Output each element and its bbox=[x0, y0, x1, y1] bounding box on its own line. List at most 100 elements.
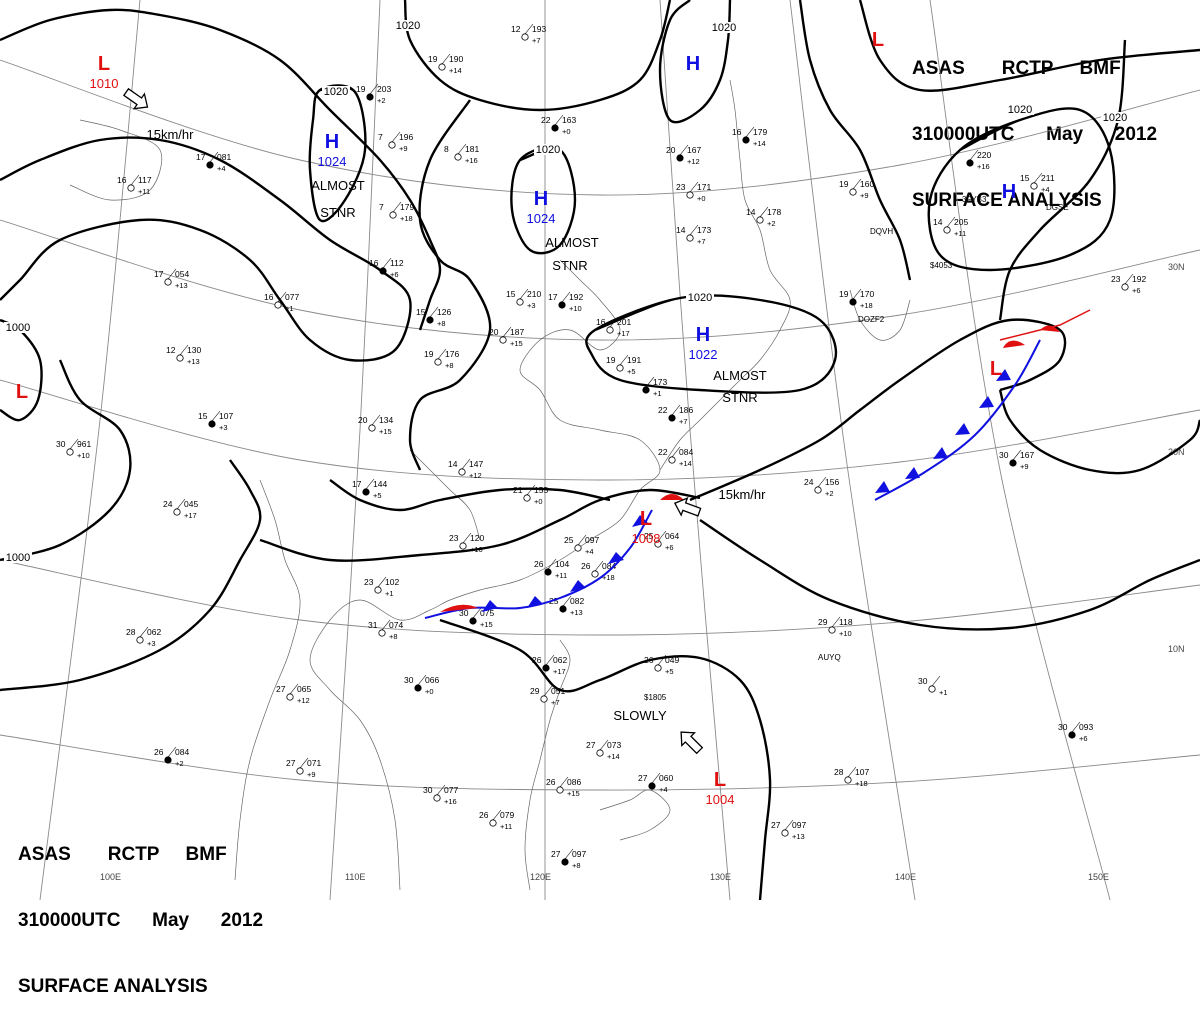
wind-barb-icon bbox=[831, 616, 841, 628]
station-tendency: +14 bbox=[607, 752, 620, 761]
isobar-label-bg bbox=[534, 144, 562, 155]
station-model: 19 203 +2 bbox=[356, 83, 391, 105]
cold-front-triangle-icon bbox=[979, 396, 994, 408]
annotation-text: ALMOST bbox=[545, 235, 599, 250]
coastline bbox=[309, 259, 661, 891]
wind-barb-icon bbox=[524, 23, 534, 35]
station-temperature: 29 bbox=[818, 617, 828, 627]
high-center-icon: H bbox=[325, 131, 339, 153]
isobar-label: 1020 bbox=[324, 86, 348, 98]
station-pressure: 167 bbox=[1020, 450, 1034, 460]
isobar-line bbox=[439, 618, 772, 900]
isobar-line bbox=[998, 389, 1200, 475]
station-pressure: 160 bbox=[860, 179, 874, 189]
station-temperature: 7 bbox=[378, 132, 383, 142]
latitude-label: 30N bbox=[1168, 262, 1185, 272]
station-model-icon bbox=[844, 776, 852, 784]
station-pressure: 186 bbox=[679, 405, 693, 415]
station-temperature: 28 bbox=[126, 627, 136, 637]
motion-arrow bbox=[122, 87, 149, 110]
station-model: 22 186 +7 bbox=[658, 404, 693, 426]
station-model: 16 179 +14 bbox=[732, 126, 767, 148]
cold-front-triangle-icon bbox=[996, 369, 1011, 381]
isobar-line bbox=[658, 0, 732, 124]
station-tendency: +3 bbox=[527, 301, 536, 310]
cold-front-triangle-icon bbox=[482, 600, 498, 612]
station-tendency: +9 bbox=[860, 191, 869, 200]
low-pressure-center: L bbox=[872, 29, 884, 51]
station-model-icon bbox=[362, 488, 370, 496]
station-pressure: 192 bbox=[1132, 274, 1146, 284]
station-tendency: +0 bbox=[562, 127, 571, 136]
cold-front-triangle-icon bbox=[632, 515, 648, 527]
station-model: 15 107 +3 bbox=[198, 410, 233, 432]
station-tendency: +6 bbox=[665, 543, 674, 552]
high-center-icon: H bbox=[696, 324, 710, 346]
station-model: 173+1 bbox=[642, 376, 667, 398]
station-model: 30 066 +0 bbox=[404, 674, 439, 696]
station-tendency: +9 bbox=[307, 770, 316, 779]
longitude-label: 140E bbox=[895, 872, 916, 882]
station-temperature: 27 bbox=[551, 849, 561, 859]
station-model: 12 130 +13 bbox=[166, 344, 201, 366]
isobar-label-bg bbox=[1006, 104, 1034, 115]
cold-front-triangle-icon bbox=[570, 580, 586, 592]
station-model-icon bbox=[66, 448, 74, 456]
station-model-icon bbox=[176, 354, 184, 362]
wind-barb-icon bbox=[564, 848, 574, 860]
station-pressure: 156 bbox=[825, 477, 839, 487]
station-model-icon bbox=[654, 664, 662, 672]
station-tendency: +1 bbox=[285, 304, 294, 313]
station-model: 19 160 +9 bbox=[839, 178, 874, 200]
station-temperature: 23 bbox=[449, 533, 459, 543]
surface-analysis-map[interactable]: 100E 110E 120E 130E 140E 150E 30N 20N 10N 22 163 +… bbox=[0, 0, 1200, 900]
station-model-icon bbox=[1068, 731, 1076, 739]
station-model: 27 097 +13 bbox=[771, 819, 806, 841]
station-temperature: 30 bbox=[423, 785, 433, 795]
isobar-label: 1020 bbox=[1008, 104, 1032, 116]
wind-barb-icon bbox=[526, 484, 536, 496]
station-temperature: 17 bbox=[548, 292, 558, 302]
wind-barb-icon bbox=[289, 683, 299, 695]
wind-barb-icon bbox=[392, 201, 402, 213]
longitude-label: 100E bbox=[100, 872, 121, 882]
station-temperature: 15 bbox=[1020, 173, 1030, 183]
isobar-line bbox=[408, 99, 492, 471]
station-pressure: 073 bbox=[607, 740, 621, 750]
wind-barb-icon bbox=[594, 560, 604, 572]
station-tendency: +13 bbox=[792, 832, 805, 841]
station-pressure: 211 bbox=[1041, 173, 1055, 183]
station-model-icon bbox=[389, 211, 397, 219]
station-model-icon bbox=[828, 626, 836, 634]
meridian-line bbox=[929, 0, 1111, 900]
wind-barb-icon bbox=[381, 619, 391, 631]
isobar-line bbox=[403, 0, 672, 112]
station-model: 27 097 +8 bbox=[551, 848, 586, 870]
annotation-text: STNR bbox=[320, 205, 355, 220]
station-temperature: 27 bbox=[771, 820, 781, 830]
station-model-icon bbox=[388, 141, 396, 149]
station-model: 19 176 +8 bbox=[424, 348, 459, 370]
low-center-icon: L bbox=[872, 29, 884, 51]
parallel-line bbox=[0, 559, 1200, 636]
station-temperature: 20 bbox=[489, 327, 499, 337]
station-pressure: 181 bbox=[465, 144, 479, 154]
low-center-icon: L bbox=[16, 381, 28, 403]
isobar-label: 1020 bbox=[396, 20, 420, 32]
station-temperature: 15 bbox=[198, 411, 208, 421]
station-tendency: +17 bbox=[617, 329, 630, 338]
station-temperature: 16 bbox=[596, 317, 606, 327]
station-tendency: +2 bbox=[767, 219, 776, 228]
station-temperature: 19 bbox=[356, 84, 366, 94]
station-tendency: +12 bbox=[297, 696, 310, 705]
station-model-icon bbox=[781, 829, 789, 837]
fronts bbox=[424, 309, 1091, 619]
station-pressure: 179 bbox=[400, 202, 414, 212]
station-pressure: 173 bbox=[653, 377, 667, 387]
station-model: 28 107 +18 bbox=[834, 766, 869, 788]
station-tendency: +14 bbox=[449, 66, 462, 75]
station-tendency: +16 bbox=[977, 162, 990, 171]
pressure-value: 1024 bbox=[527, 211, 556, 226]
station-pressure: 064 bbox=[665, 531, 679, 541]
